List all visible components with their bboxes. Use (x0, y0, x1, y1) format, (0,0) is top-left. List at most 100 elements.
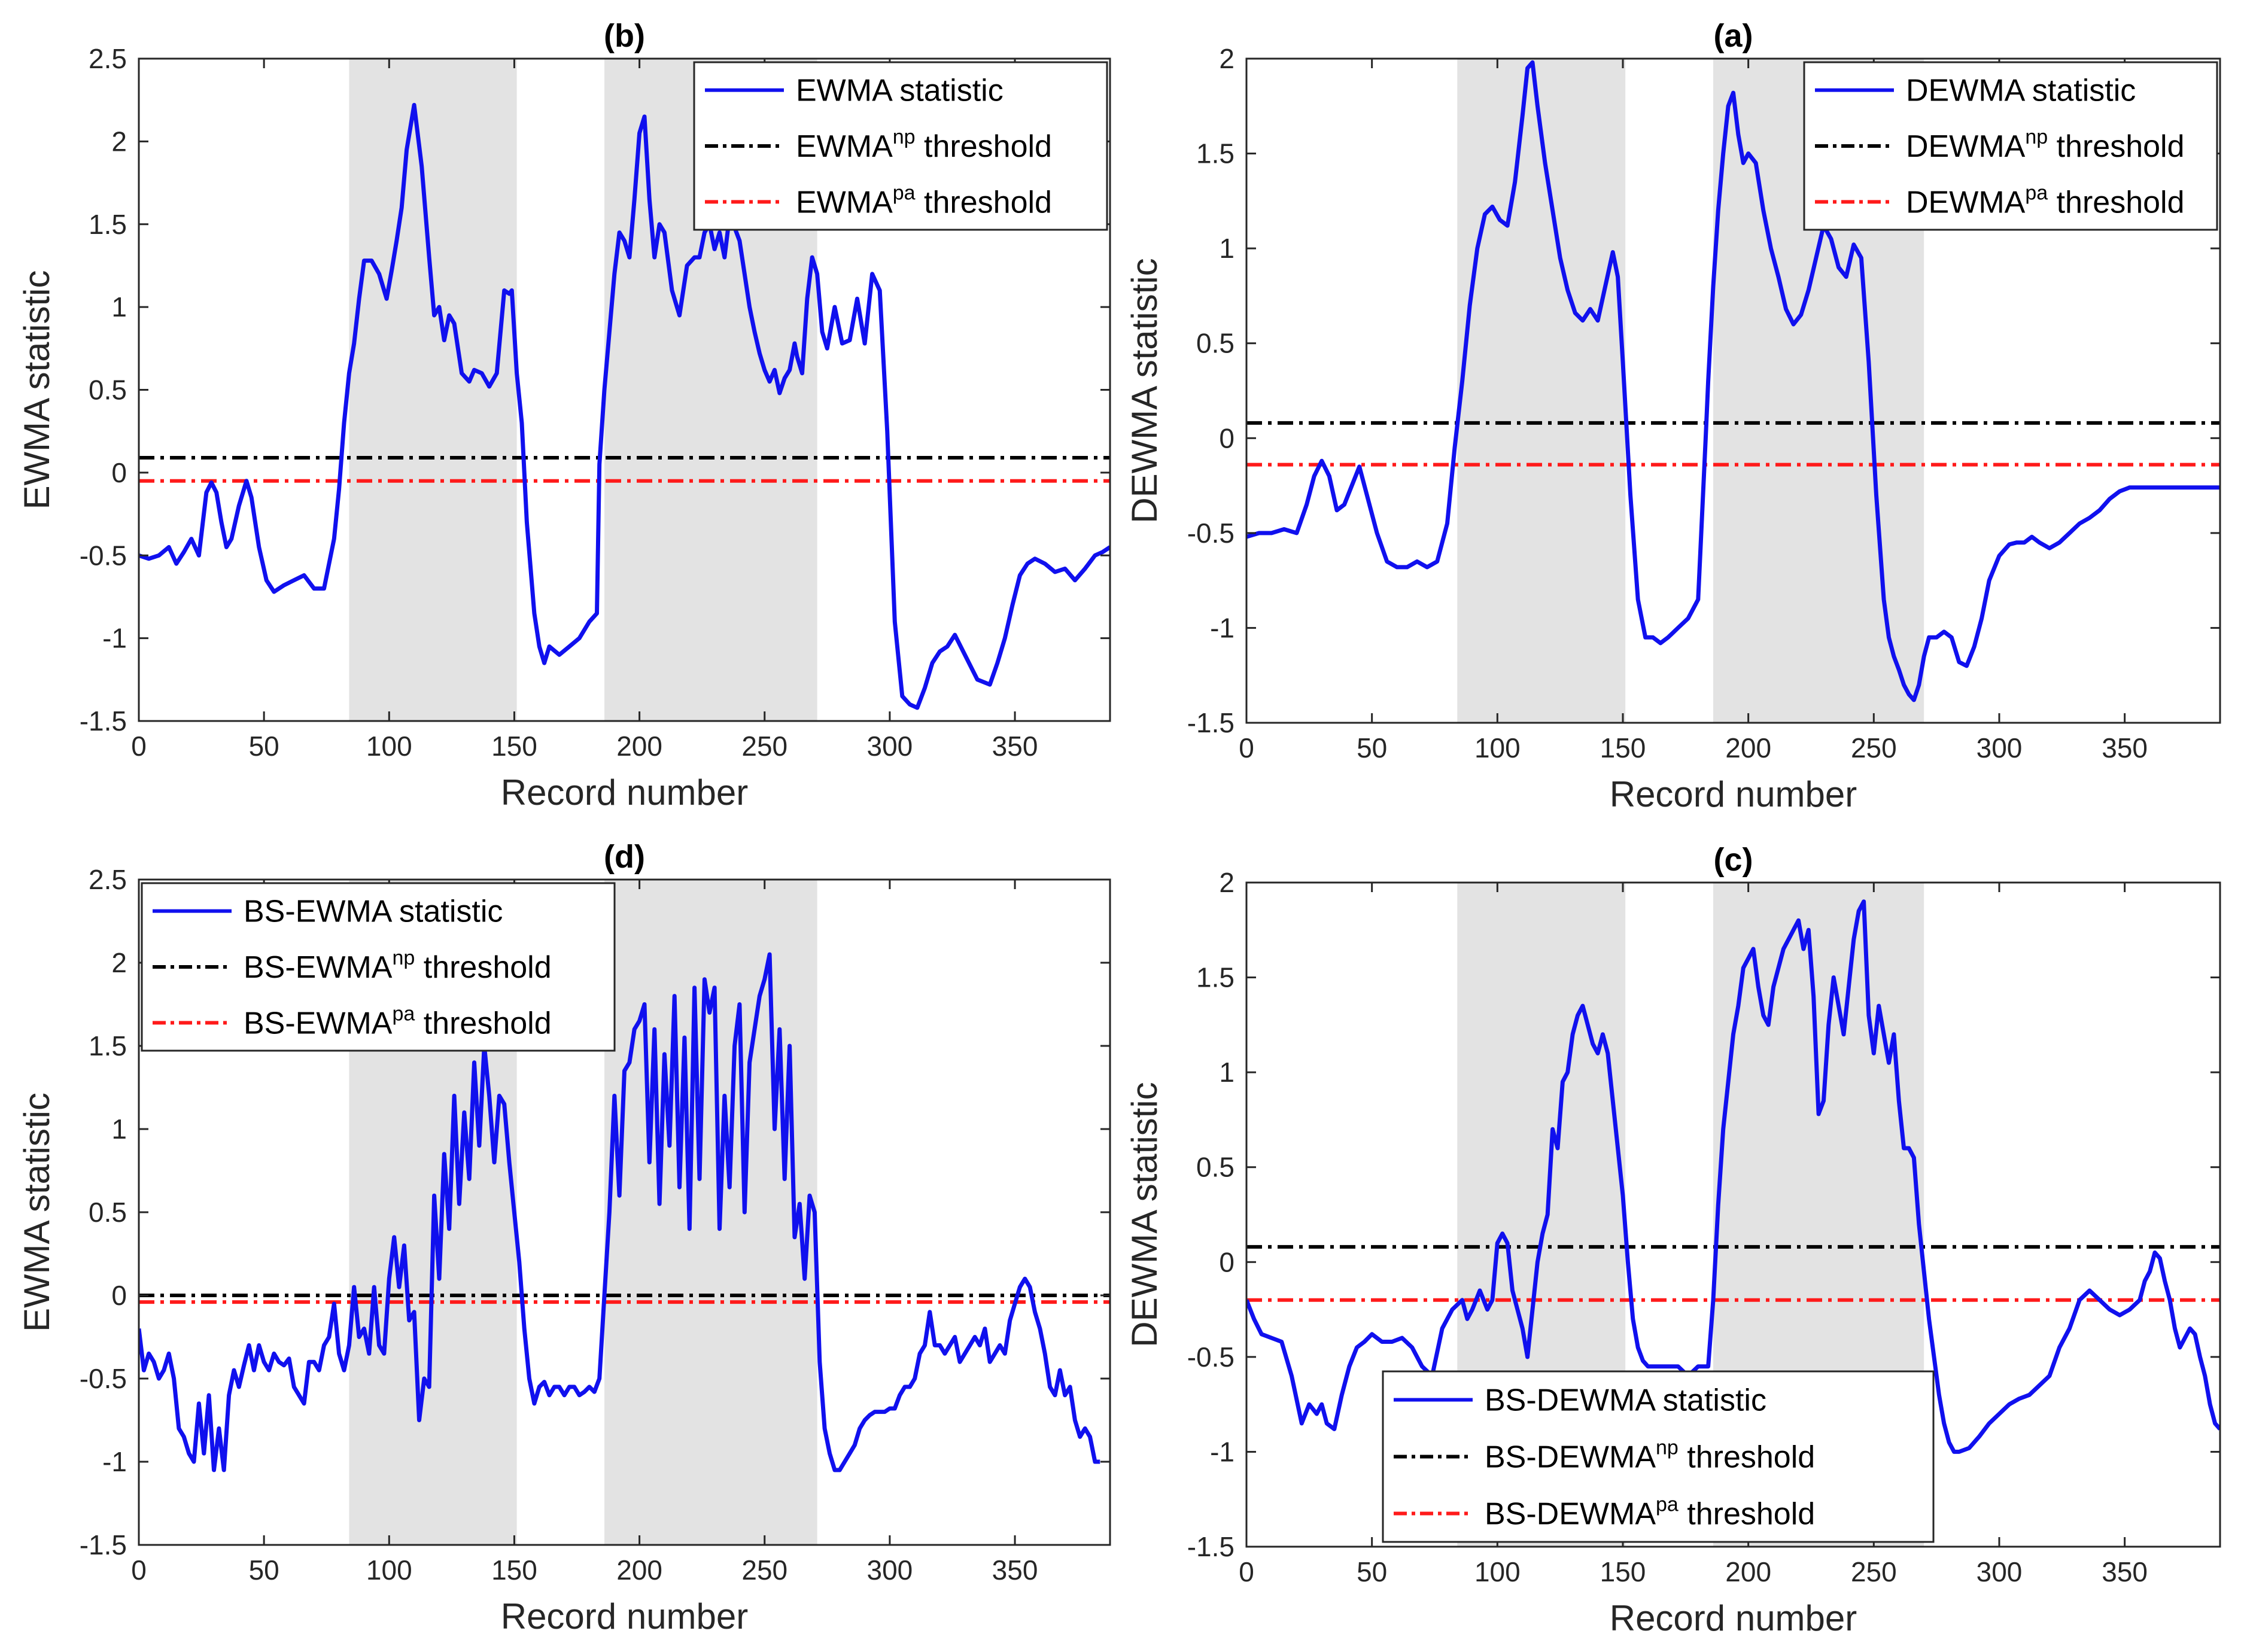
legend: EWMA statistic EWMAnp threshold EWMApa thr… (693, 61, 1108, 231)
y-tick-label: -0.5 (1187, 518, 1234, 549)
legend-label-pa: BS-DEWMApa threshold (1485, 1493, 1815, 1532)
panel-bottom-left: 0 50 100 150 200 250 300 350 -1.5 -1 -0.5 0 0.5 1 1.5 2… (17, 839, 1111, 1636)
y-tick-label: 0 (1219, 422, 1234, 454)
legend-label-pa: EWMApa threshold (796, 181, 1052, 220)
x-tick-label: 50 (1357, 1556, 1387, 1587)
series-line (1246, 60, 2220, 702)
x-tick-label: 150 (1600, 1556, 1646, 1587)
y-axis-label: EWMA statistic (17, 270, 57, 509)
y-tick-label: 2 (111, 947, 127, 978)
chart-title: (d) (604, 839, 645, 875)
y-tick-label: -1.5 (80, 1529, 127, 1560)
legend: DEWMA statistic DEWMAnp threshold DEWMApa … (1803, 61, 2218, 231)
y-tick-label: 2 (1219, 867, 1234, 898)
x-tick-label: 300 (1977, 732, 2023, 763)
x-tick-label: 100 (1474, 732, 1521, 763)
x-tick-label: 300 (1977, 1556, 2023, 1587)
shaded-region-2 (604, 880, 817, 1545)
panel-bottom-right: 0 50 100 150 200 250 300 350 -1.5 -1 -0.5 0 0.5 1 1.5 2… (1124, 842, 2221, 1638)
legend-box (1382, 1370, 1935, 1543)
y-tick-label: 0.5 (1196, 1152, 1234, 1183)
x-tick-label: 300 (867, 1554, 913, 1586)
series-line (139, 952, 1100, 1472)
y-tick-label: -1 (102, 1446, 127, 1477)
y-tick-label: -0.5 (1187, 1341, 1234, 1373)
y-tick-label: 0.5 (89, 1197, 127, 1228)
x-tick-label: 250 (1851, 1556, 1897, 1587)
y-tick-label: -1 (1210, 612, 1234, 643)
legend-label-np: EWMAnp threshold (796, 126, 1052, 164)
shaded-region-1 (1457, 59, 1626, 723)
y-tick-label: 0.5 (1196, 328, 1234, 359)
x-tick-label: 0 (131, 731, 147, 762)
y-axis-label: DEWMA statistic (1124, 258, 1164, 523)
x-tick-label: 350 (992, 731, 1038, 762)
x-tick-label: 0 (1239, 732, 1254, 763)
chart-title: (a) (1714, 18, 1753, 54)
x-tick-label: 50 (249, 731, 279, 762)
y-axis-label: EWMA statistic (17, 1093, 57, 1332)
y-tick-label: 1.5 (89, 1030, 127, 1061)
x-tick-label: 0 (131, 1554, 147, 1586)
legend-label-statistic: BS-DEWMA statistic (1485, 1383, 1766, 1418)
y-tick-label: 2 (111, 126, 127, 157)
panel-top-right: 0 50 100 150 200 250 300 350 -1.5 -1 -0.5 0 0.5 1 1.5 2… (1124, 18, 2221, 814)
x-tick-label: 250 (741, 731, 787, 762)
y-tick-label: 2.5 (89, 43, 127, 74)
x-tick-label: 50 (1357, 732, 1387, 763)
legend-label-statistic: BS-EWMA statistic (244, 895, 503, 929)
legend-label-np: BS-DEWMAnp threshold (1485, 1437, 1815, 1475)
legend-label-np: BS-EWMAnp threshold (244, 947, 552, 985)
x-tick-label: 350 (992, 1554, 1038, 1586)
x-tick-label: 100 (366, 731, 412, 762)
axes-frame (1245, 881, 2221, 1548)
x-tick-label: 200 (616, 1554, 662, 1586)
y-tick-label: -1 (1210, 1436, 1234, 1467)
legend-label-np: DEWMAnp threshold (1906, 126, 2185, 164)
x-tick-label: 250 (1851, 732, 1897, 763)
x-tick-label: 150 (491, 731, 537, 762)
chart-title: (c) (1714, 842, 1753, 878)
series-line (139, 103, 1110, 710)
x-tick-label: 250 (741, 1554, 787, 1586)
x-tick-label: 350 (2102, 1556, 2148, 1587)
x-tick-label: 350 (2102, 732, 2148, 763)
x-tick-label: 150 (491, 1554, 537, 1586)
x-tick-label: 100 (366, 1554, 412, 1586)
panel-top-left: 0 50 100 150 200 250 300 350 -1.5 -1 -0.5 0 0.5 1 1.5 2… (17, 18, 1111, 813)
y-tick-label: 1.5 (1196, 962, 1234, 993)
series-line (1246, 899, 2220, 1454)
legend-label-statistic: EWMA statistic (796, 74, 1004, 108)
shaded-region-1 (349, 59, 517, 721)
y-tick-label: 0 (1219, 1246, 1234, 1277)
y-tick-label: 1.5 (1196, 138, 1234, 169)
x-tick-label: 50 (249, 1554, 279, 1586)
axes-frame (1245, 57, 2221, 724)
y-tick-label: -1.5 (1187, 1531, 1234, 1562)
y-tick-label: -1.5 (80, 705, 127, 737)
x-axis-label: Record number (1610, 774, 1857, 814)
y-tick-label: 1 (1219, 1057, 1234, 1088)
x-tick-label: 200 (616, 731, 662, 762)
legend: BS-DEWMA statistic BS-DEWMAnp threshold BS… (1382, 1370, 1935, 1543)
y-tick-label: 1 (111, 1113, 127, 1145)
x-tick-label: 150 (1600, 732, 1646, 763)
legend: BS-EWMA statistic BS-EWMAnp threshold BS-E… (141, 882, 616, 1052)
y-tick-label: -0.5 (80, 1363, 127, 1394)
y-tick-label: -0.5 (80, 540, 127, 571)
y-tick-label: 0 (111, 1280, 127, 1311)
y-tick-label: 1 (1219, 233, 1234, 264)
x-tick-label: 100 (1474, 1556, 1521, 1587)
x-tick-label: 0 (1239, 1556, 1254, 1587)
legend-label-pa: BS-EWMApa threshold (244, 1002, 552, 1041)
legend-label-pa: DEWMApa threshold (1906, 181, 2185, 220)
x-axis-label: Record number (1610, 1598, 1857, 1638)
y-tick-label: 1.5 (89, 209, 127, 240)
x-axis-label: Record number (501, 772, 749, 813)
x-tick-label: 200 (1725, 732, 1771, 763)
y-tick-label: 1 (111, 291, 127, 323)
legend-label-statistic: DEWMA statistic (1906, 74, 2136, 108)
y-tick-label: 2.5 (89, 864, 127, 895)
chart-title: (b) (604, 18, 645, 54)
x-axis-label: Record number (501, 1596, 749, 1636)
